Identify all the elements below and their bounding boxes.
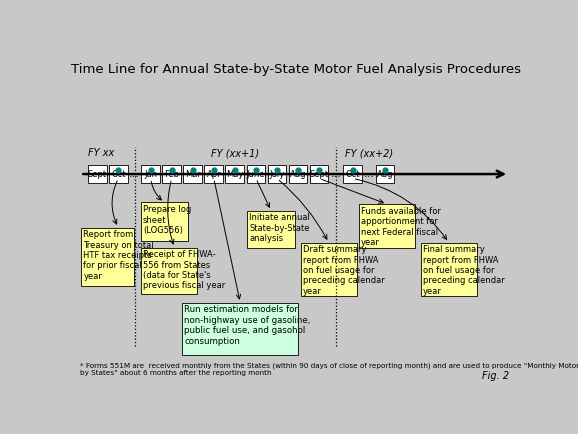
Text: * Forms 551M are  received monthly from the States (within 90 days of close of r: * Forms 551M are received monthly from t… (80, 362, 578, 376)
FancyBboxPatch shape (183, 165, 202, 183)
Text: Report from
Treasury on total
HTF tax receipts
for prior fiscal
year: Report from Treasury on total HTF tax re… (83, 230, 154, 281)
Text: Initiate annual
State-by-State
analysis: Initiate annual State-by-State analysis (249, 214, 310, 243)
FancyBboxPatch shape (141, 165, 160, 183)
Text: FY (xx+2): FY (xx+2) (344, 148, 393, 158)
Text: Oct: Oct (346, 170, 360, 178)
FancyBboxPatch shape (301, 243, 357, 296)
Text: May: May (226, 170, 243, 178)
FancyBboxPatch shape (343, 165, 362, 183)
FancyBboxPatch shape (246, 165, 265, 183)
Text: Fig. 2: Fig. 2 (482, 371, 509, 381)
Text: Aug: Aug (377, 170, 393, 178)
Text: June: June (247, 170, 265, 178)
FancyBboxPatch shape (247, 211, 295, 247)
FancyBboxPatch shape (376, 165, 394, 183)
FancyBboxPatch shape (141, 247, 197, 294)
FancyBboxPatch shape (288, 165, 307, 183)
Text: Mar: Mar (185, 170, 201, 178)
Text: Aug: Aug (290, 170, 306, 178)
FancyBboxPatch shape (182, 303, 298, 355)
Text: ...: ... (364, 169, 374, 179)
FancyBboxPatch shape (141, 202, 188, 241)
FancyBboxPatch shape (88, 165, 107, 183)
Text: Apr: Apr (206, 170, 221, 178)
Text: Prepare log
sheet
(LOG556): Prepare log sheet (LOG556) (143, 205, 191, 235)
FancyBboxPatch shape (225, 165, 244, 183)
Text: Draft summary
report from FHWA
on fuel usage for
preceding calendar
year: Draft summary report from FHWA on fuel u… (303, 245, 385, 296)
Text: ...: ... (129, 169, 140, 179)
Text: FY xx: FY xx (88, 148, 114, 158)
FancyBboxPatch shape (81, 227, 134, 286)
Text: Jan: Jan (144, 170, 157, 178)
FancyBboxPatch shape (359, 204, 415, 247)
FancyBboxPatch shape (268, 165, 286, 183)
Text: Time Line for Annual State-by-State Motor Fuel Analysis Procedures: Time Line for Annual State-by-State Moto… (71, 63, 521, 76)
FancyBboxPatch shape (109, 165, 128, 183)
Text: Final summary
report from FHWA
on fuel usage for
preceding calendar
year: Final summary report from FHWA on fuel u… (423, 245, 505, 296)
Text: ...: ... (331, 169, 341, 179)
Text: Oct: Oct (111, 170, 125, 178)
Text: Feb: Feb (164, 170, 179, 178)
Text: Sept: Sept (88, 170, 107, 178)
Text: FY (xx+1): FY (xx+1) (211, 148, 259, 158)
FancyBboxPatch shape (421, 243, 477, 296)
FancyBboxPatch shape (310, 165, 328, 183)
Text: July: July (269, 170, 284, 178)
Text: Run estimation models for
non-highway use of gasoline,
public fuel use, and gaso: Run estimation models for non-highway us… (184, 306, 310, 345)
Text: Funds available for
apportionment for
next Federal fiscal
year: Funds available for apportionment for ne… (361, 207, 441, 247)
FancyBboxPatch shape (205, 165, 223, 183)
Text: Sept: Sept (309, 170, 329, 178)
FancyBboxPatch shape (162, 165, 181, 183)
Text: Receipt of FHWA-
556 from States
(data for State's
previous fiscal year: Receipt of FHWA- 556 from States (data f… (143, 250, 225, 290)
